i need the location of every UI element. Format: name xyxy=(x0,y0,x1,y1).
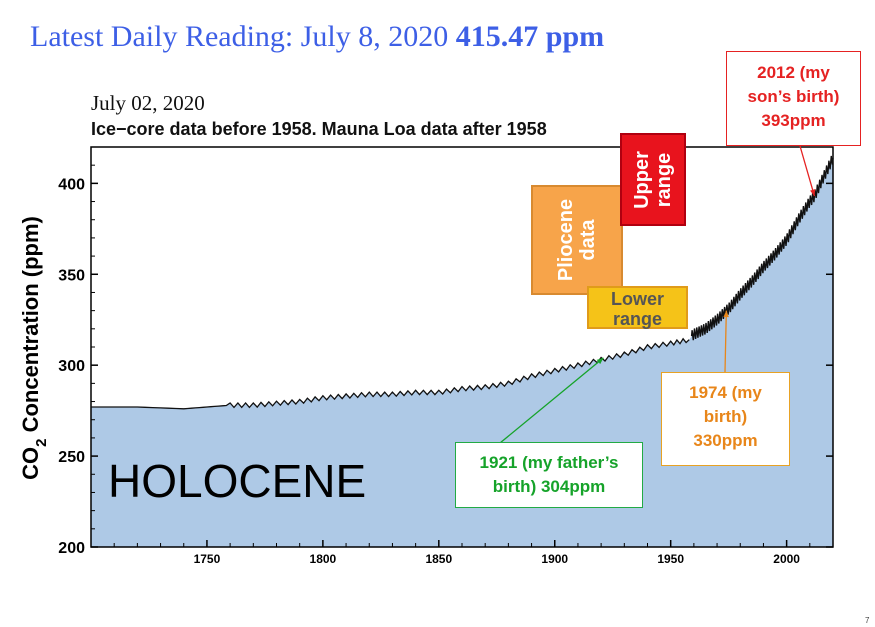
y-tick-label: 300 xyxy=(58,358,85,375)
y-axis-label-rest: Concentration (ppm) xyxy=(18,216,43,438)
annotation-arrow-head xyxy=(596,357,604,365)
annotation-2012-line2: son’s birth) xyxy=(747,87,840,106)
pliocene-data-box: Pliocene data xyxy=(531,185,623,295)
axis-layer: 200 250 300 350 400 1750 1800 1850 1900 1950 2000 xyxy=(58,146,834,566)
upper-line1: Upper xyxy=(631,150,653,209)
annotation-1974-line1: 1974 (my xyxy=(689,383,762,402)
pliocene-label: Pliocene data xyxy=(555,199,599,281)
lower-line1: Lower xyxy=(610,289,664,309)
annotation-arrows xyxy=(499,145,816,444)
x-tick-label: 1850 xyxy=(425,552,452,566)
y-axis-label-co: CO xyxy=(18,447,43,480)
y-tick-label: 250 xyxy=(58,449,85,466)
pliocene-line1: Pliocene xyxy=(555,198,577,282)
annotation-1921-line2: birth) 304ppm xyxy=(492,477,606,496)
area-fill xyxy=(91,156,833,547)
annotation-2012: 2012 (my son’s birth) 393ppm xyxy=(726,51,861,146)
line-layer xyxy=(91,155,834,410)
x-tick-label: 1950 xyxy=(657,552,684,566)
annotation-arrow-head xyxy=(723,310,729,318)
y-axis-label: CO2 Concentration (ppm) xyxy=(18,216,50,480)
annotation-2012-line3: 393ppm xyxy=(761,111,826,130)
annotation-2012-line1: 2012 (my xyxy=(757,63,830,82)
headline-value: 415.47 ppm xyxy=(455,20,605,53)
headline-text: Latest Daily Reading: July 8, 2020 xyxy=(30,20,449,53)
holocene-label: HOLOCENE xyxy=(108,455,366,507)
annotation-1921: 1921 (my father’s birth) 304ppm xyxy=(455,442,643,508)
chart-title: Ice−core data before 1958. Mauna Loa dat… xyxy=(91,119,547,139)
page-number: 7 xyxy=(865,616,870,625)
annotation-1974-line3: 330ppm xyxy=(693,431,758,450)
upper-range-label: Upper range xyxy=(631,151,675,209)
lower-line2: range xyxy=(612,309,663,329)
ice-core-line xyxy=(91,337,690,410)
annotation-1974-line2: birth) xyxy=(703,407,748,426)
y-tick-label: 400 xyxy=(58,176,85,193)
chart-date: July 02, 2020 xyxy=(91,91,205,115)
mauna-loa-line xyxy=(690,155,834,341)
area-fill-layer xyxy=(91,156,833,547)
y-tick-label: 200 xyxy=(58,540,85,557)
lower-range-box: Lower range xyxy=(587,286,688,329)
x-tick-label: 1900 xyxy=(541,552,568,566)
annotation-arrow-line xyxy=(724,310,727,373)
x-tick-label: 2000 xyxy=(773,552,800,566)
annotation-arrow-head xyxy=(810,189,816,197)
x-tick-label: 1750 xyxy=(194,552,221,566)
annotation-1974: 1974 (my birth) 330ppm xyxy=(661,372,790,466)
annotation-1921-line1: 1921 (my father’s xyxy=(479,453,619,472)
x-tick-label: 1800 xyxy=(310,552,337,566)
headline: Latest Daily Reading: July 8, 2020 415.4… xyxy=(30,20,604,54)
upper-line2: range xyxy=(653,152,675,207)
y-axis-label-sub: 2 xyxy=(33,439,50,447)
upper-range-box: Upper range xyxy=(620,133,686,226)
annotation-arrow-line xyxy=(499,357,604,444)
annotation-arrow-line xyxy=(799,145,816,197)
pliocene-line2: data xyxy=(577,219,599,261)
y-tick-label: 350 xyxy=(58,267,85,284)
